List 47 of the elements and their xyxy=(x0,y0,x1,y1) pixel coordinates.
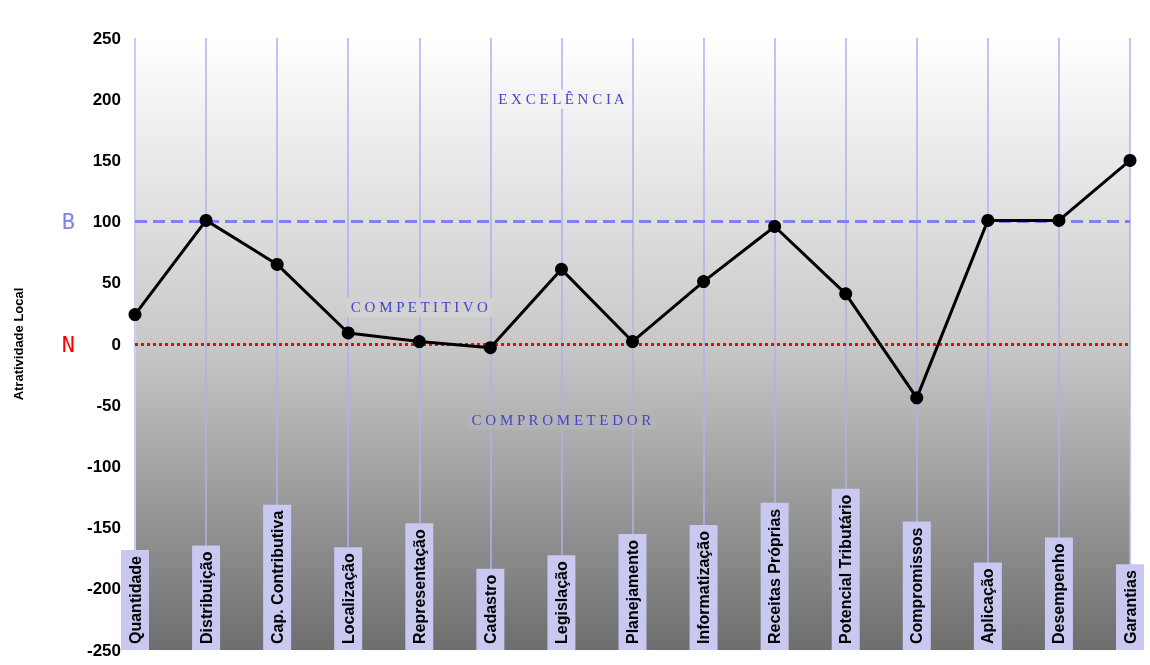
point xyxy=(768,220,782,233)
point xyxy=(697,275,711,289)
y-tick-label: 0 xyxy=(111,334,121,354)
y-tick-label: -50 xyxy=(96,395,121,415)
ref-line-label: B xyxy=(61,209,75,235)
x-tick-label: Informatização xyxy=(695,530,713,644)
annotation: C O M P E T I T I V O xyxy=(350,299,488,316)
y-tick-label: -250 xyxy=(86,640,121,660)
x-tick-label: Legislação xyxy=(552,561,570,644)
y-tick-label: -100 xyxy=(86,456,121,476)
point xyxy=(981,213,995,227)
point xyxy=(1052,213,1066,227)
point xyxy=(341,326,355,340)
annotation: C O M P R O M E T E D O R xyxy=(471,411,652,428)
point xyxy=(199,213,213,227)
x-tick-label: Potencial Tributário xyxy=(837,494,855,644)
y-tick-label: 250 xyxy=(92,28,121,48)
x-tick-label: Cap. Contributiva xyxy=(268,510,286,644)
point xyxy=(839,287,853,301)
y-tick-label: 50 xyxy=(102,273,121,293)
point xyxy=(554,262,568,276)
point xyxy=(483,341,497,355)
x-tick-label: Representação xyxy=(410,529,428,644)
point xyxy=(412,335,426,349)
point xyxy=(270,257,284,271)
y-tick-label: 150 xyxy=(92,150,121,170)
x-tick-label: Localização xyxy=(339,553,357,644)
x-tick-label: Receitas Próprias xyxy=(766,508,784,644)
y-tick-label: -150 xyxy=(86,518,121,538)
x-tick-label: Desempenho xyxy=(1050,543,1068,644)
y-tick-label: 100 xyxy=(92,212,121,232)
point xyxy=(626,335,639,349)
point xyxy=(128,308,142,322)
ref-line-label: N xyxy=(61,331,75,357)
y-tick-label: -200 xyxy=(86,579,121,599)
annotation: E X C E L Ê N C I A xyxy=(498,91,625,108)
point xyxy=(1123,153,1137,167)
point xyxy=(910,391,924,405)
x-tick-label: Planejamento xyxy=(624,539,641,644)
x-tick-label: Aplicação xyxy=(979,568,997,644)
x-tick-label: Compromissos xyxy=(908,527,926,644)
y-axis-title: Atratividade Local xyxy=(11,287,26,401)
x-tick-label: Quantidade xyxy=(126,555,144,644)
y-tick-label: 200 xyxy=(92,89,121,109)
x-tick-label: Garantias xyxy=(1121,570,1139,644)
x-tick-label: Distribuição xyxy=(197,551,215,644)
x-tick-label: Cadastro xyxy=(481,574,499,644)
